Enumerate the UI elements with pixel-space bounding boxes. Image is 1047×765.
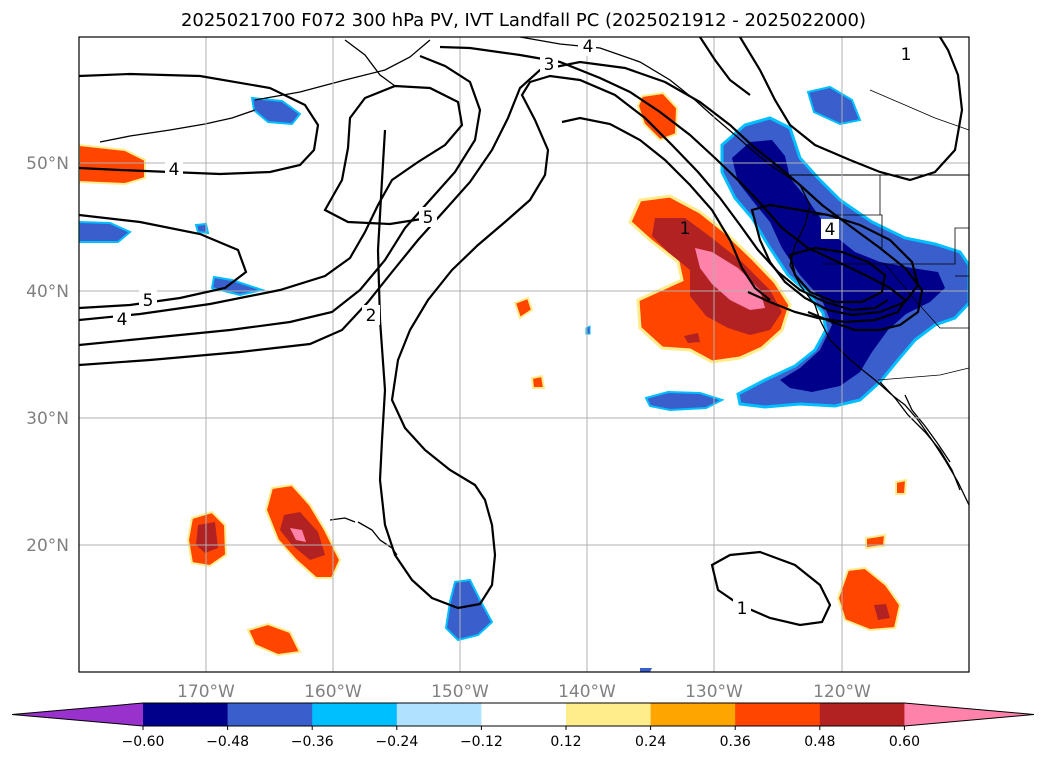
pv-contour-4-central [79, 54, 482, 347]
contour-label-2: 2 [366, 306, 377, 326]
lat-label-20n: 20°N [26, 536, 69, 556]
province-border [869, 89, 969, 131]
negative-anomaly-west [79, 220, 132, 243]
gridlines [79, 37, 969, 672]
colorbar-segment [396, 703, 482, 726]
positive-anomaly-dot-3 [895, 478, 908, 495]
contour-label-1-south: 1 [737, 599, 748, 619]
colorbar-segment [143, 703, 229, 726]
positive-anomaly-peak [695, 248, 765, 310]
negative-anomaly-north [806, 85, 862, 126]
positive-anomaly-west [79, 143, 146, 186]
colorbar-segment [819, 703, 905, 726]
lon-label-140w: 140°W [558, 682, 616, 702]
contour-label-4-north: 4 [583, 37, 594, 57]
pv-contour-north-edge [699, 37, 751, 96]
pv-contour-labels: 4 5 4 5 4 3 2 1 4 1 1 [113, 37, 915, 619]
pv-contour-2-inner [439, 45, 907, 324]
lon-label-170w: 170°W [177, 682, 235, 702]
colorbar-segment [312, 703, 398, 726]
lat-label-50n: 50°N [26, 154, 69, 174]
negative-anomaly-dot [194, 222, 210, 235]
colorbar-tick-label: 0.12 [550, 734, 581, 750]
lon-label-130w: 130°W [685, 682, 743, 702]
lon-label-150w: 150°W [431, 682, 489, 702]
negative-anomaly-core [732, 140, 945, 392]
positive-anomaly-dot-1 [513, 296, 534, 320]
colorbar-segment [650, 703, 736, 726]
colorbar-tick-label: −0.48 [206, 734, 249, 750]
state-border-ca-az [884, 263, 969, 329]
contour-label-3: 3 [544, 55, 555, 75]
state-border-ca-nv [822, 227, 969, 265]
colorbar-tick-label: 0.24 [635, 734, 666, 750]
gulf-of-california [904, 394, 951, 463]
longitude-labels: 170°W 160°W 150°W 140°W 130°W 120°W [177, 682, 871, 702]
contour-label-1-north: 1 [680, 219, 691, 239]
baja-california [879, 381, 961, 491]
positive-anomaly-core-small [684, 333, 700, 343]
colorbar-segment [481, 703, 567, 726]
lat-label-30n: 30°N [26, 409, 69, 429]
pv-contour-4-east [750, 203, 920, 317]
mexico-border [877, 367, 969, 381]
pv-contours [79, 37, 964, 627]
colorbar-tick-label: 0.48 [804, 734, 835, 750]
lon-label-120w: 120°W [813, 682, 871, 702]
positive-anomaly-dot-2 [530, 374, 546, 389]
negative-anomaly-hawaii [444, 578, 494, 642]
lat-label-40n: 40°N [26, 282, 69, 302]
contour-label-4-southwest: 4 [117, 310, 128, 330]
colorbar-tick-label: 0.36 [720, 734, 751, 750]
contour-label-4-east: 4 [825, 220, 836, 240]
colorbar-segment [227, 703, 313, 726]
pv-contour-3 [79, 60, 924, 367]
contour-label-1-northeast: 1 [901, 45, 912, 65]
colorbar-extend-min [12, 703, 143, 726]
colorbar-tick-label: −0.36 [291, 734, 334, 750]
positive-anomaly-dot-4 [865, 533, 887, 550]
pv-contour-2 [376, 74, 889, 610]
map-frame [78, 36, 970, 673]
colorbar: −0.60 −0.48 −0.36 −0.24 −0.12 0.12 0.24 0.36 0.4… [11, 702, 1035, 750]
colorbar-tick-label: −0.60 [122, 734, 165, 750]
alaska-peninsula [254, 39, 431, 101]
aleutian-chain [99, 109, 256, 143]
map-title: 2025021700 F072 300 hPa PV, IVT Landfall… [180, 10, 867, 31]
negative-anomaly-edge [640, 668, 652, 672]
colorbar-tick-label: −0.12 [460, 734, 503, 750]
pv-contour-5-central [79, 84, 464, 322]
lon-label-160w: 160°W [304, 682, 362, 702]
colorbar-tick-label: 0.60 [889, 734, 920, 750]
pv-contour-5-east [788, 246, 887, 304]
pv-contour-1-northeast [739, 37, 964, 182]
colorbar-extend-max [904, 703, 1034, 726]
bristol-bay [344, 39, 396, 87]
positive-anomaly-subtropical-2-peak [290, 528, 306, 542]
contour-label-5-central: 5 [423, 208, 434, 228]
positive-anomaly-southeast-core [874, 604, 890, 620]
colorbar-segment [735, 703, 821, 726]
contour-label-5-west: 5 [143, 291, 154, 311]
positive-anomaly-subtropical-3 [246, 622, 302, 657]
contour-label-4-west: 4 [169, 160, 180, 180]
colorbar-tick-label: −0.24 [375, 734, 418, 750]
latitude-labels: 50°N 40°N 30°N 20°N [26, 154, 69, 556]
pv-contour-1-north [561, 116, 771, 301]
hawaii-islands-nw [329, 517, 356, 523]
colorbar-segment [566, 703, 652, 726]
